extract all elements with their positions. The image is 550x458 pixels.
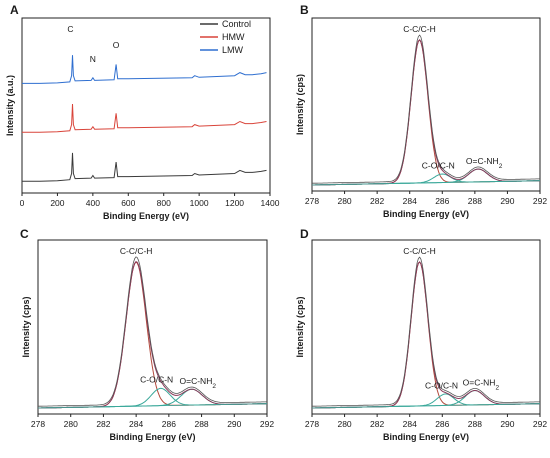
peak-annotation: O=C-NH2 [180, 376, 217, 390]
x-tick-label: 290 [500, 419, 514, 429]
peak-annotation-text: O=C-NH [466, 156, 499, 166]
x-tick-label: 600 [121, 198, 135, 208]
plot-frame [37, 239, 268, 415]
peak-annotation: O=C-NH2 [466, 156, 503, 170]
x-tick-label: 200 [50, 198, 64, 208]
x-tick-label: 288 [194, 419, 208, 429]
x-axis-title: Binding Energy (eV) [103, 211, 189, 221]
y-axis-title: Intensity (cps) [21, 296, 31, 357]
component-peak [38, 387, 267, 409]
peak-label: O [113, 40, 120, 50]
x-tick-label: 1200 [225, 198, 244, 208]
peak-annotation-text: O=C-NH [180, 376, 213, 386]
x-tick-label: 278 [31, 419, 45, 429]
x-tick-label: 278 [305, 196, 319, 206]
background-line [311, 403, 541, 409]
y-axis-title: Intensity (a.u.) [5, 75, 15, 136]
x-tick-label: 288 [468, 419, 482, 429]
peak-annotation-text: C-O/C-N [422, 160, 455, 170]
legend-label: HMW [222, 32, 245, 42]
peak-annotation-subscript: 2 [499, 163, 503, 170]
x-tick-label: 282 [370, 419, 384, 429]
y-axis-title: Intensity (cps) [295, 74, 305, 135]
plot-frame [311, 17, 541, 192]
series-line-hmw [22, 103, 267, 133]
x-tick-label: 1000 [190, 198, 209, 208]
x-tick-label: 280 [64, 419, 78, 429]
x-tick-label: 400 [86, 198, 100, 208]
peak-label: C [67, 24, 73, 34]
peak-annotation-subscript: 2 [212, 383, 216, 390]
legend-label: Control [222, 19, 251, 29]
x-tick-label: 292 [260, 419, 274, 429]
peak-annotation: C-O/C-N [425, 380, 458, 390]
series-line-control [22, 152, 267, 182]
panel-letter: D [300, 227, 309, 241]
peak-annotation: C-C/C-H [120, 246, 153, 256]
panel-a: A 0 200 400 600 800 1000 1200 1400 Binding Energy… [5, 3, 280, 221]
background-line [311, 180, 541, 186]
x-tick-label: 282 [370, 196, 384, 206]
peak-annotation-text: C-O/C-N [140, 375, 173, 385]
x-tick-label: 280 [337, 196, 351, 206]
x-tick-label: 280 [337, 419, 351, 429]
x-tick-label: 0 [20, 198, 25, 208]
x-tick-label: 292 [533, 196, 547, 206]
peak-annotation: C-O/C-N [140, 375, 173, 385]
raw-spectrum-line [312, 34, 540, 184]
panel-letter: C [20, 227, 29, 241]
x-tick-label: 286 [435, 196, 449, 206]
x-tick-label: 282 [96, 419, 110, 429]
x-tick-label: 284 [403, 419, 417, 429]
peak-annotation-text: C-O/C-N [425, 380, 458, 390]
panel-letter: B [300, 3, 309, 17]
x-tick-label: 286 [162, 419, 176, 429]
peak-annotation-text: C-C/C-H [120, 246, 153, 256]
peak-annotation: C-C/C-H [403, 246, 436, 256]
panel-c: C 278 280 282 284 286 288 290 292 Binding Energy … [20, 227, 274, 442]
component-peak [38, 261, 267, 409]
x-tick-label: 290 [500, 196, 514, 206]
peak-annotation: O=C-NH2 [463, 378, 500, 392]
x-tick-label: 1400 [261, 198, 280, 208]
series-line-lmw [22, 55, 267, 84]
peak-label: N [90, 54, 96, 64]
x-tick-label: 290 [227, 419, 241, 429]
x-tick-label: 292 [533, 419, 547, 429]
x-tick-label: 278 [305, 419, 319, 429]
panel-d: D 278 280 282 284 286 288 290 292 Binding Energy … [295, 227, 547, 442]
x-axis-title: Binding Energy (eV) [383, 432, 469, 442]
x-tick-label: 286 [435, 419, 449, 429]
plot-frame [21, 17, 271, 194]
x-axis-title: Binding Energy (eV) [383, 209, 469, 219]
background-line [37, 403, 268, 409]
x-tick-label: 288 [468, 196, 482, 206]
x-tick-label: 284 [403, 196, 417, 206]
plot-frame [311, 239, 541, 415]
y-axis-title: Intensity (cps) [295, 296, 305, 357]
peak-annotation-text: O=C-NH [463, 378, 496, 388]
peak-annotation: C-C/C-H [403, 24, 436, 34]
component-peak [38, 388, 267, 409]
raw-spectrum-line [312, 256, 541, 407]
panel-b: B 278 280 282 284 286 288 290 292 Binding Energy … [295, 3, 547, 219]
x-axis-title: Binding Energy (eV) [109, 432, 195, 442]
legend-label: LMW [222, 45, 244, 55]
peak-annotation-text: C-C/C-H [403, 24, 436, 34]
raw-spectrum-line [38, 256, 268, 407]
peak-annotation-text: C-C/C-H [403, 246, 436, 256]
panel-letter: A [10, 3, 19, 17]
x-tick-label: 284 [129, 419, 143, 429]
peak-annotation: C-O/C-N [422, 160, 455, 170]
envelope-line [38, 260, 267, 409]
peak-annotation-subscript: 2 [495, 384, 499, 391]
x-tick-label: 800 [157, 198, 171, 208]
